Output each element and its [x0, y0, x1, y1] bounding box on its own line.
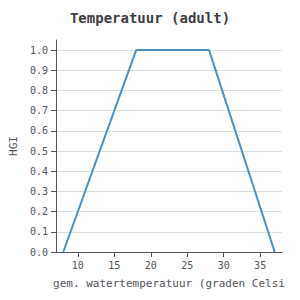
svg-text:15: 15 — [108, 260, 120, 271]
svg-text:HGI: HGI — [7, 136, 20, 156]
svg-text:0.0: 0.0 — [30, 247, 48, 258]
svg-text:30: 30 — [218, 260, 230, 271]
svg-text:35: 35 — [254, 260, 266, 271]
svg-text:0.4: 0.4 — [30, 166, 48, 177]
svg-text:0.3: 0.3 — [30, 186, 48, 197]
svg-text:Temperatuur (adult): Temperatuur (adult) — [70, 10, 230, 26]
svg-text:10: 10 — [72, 260, 84, 271]
svg-text:0.6: 0.6 — [30, 125, 48, 136]
svg-text:0.9: 0.9 — [30, 65, 48, 76]
svg-text:0.8: 0.8 — [30, 85, 48, 96]
svg-text:0.2: 0.2 — [30, 206, 48, 217]
svg-text:0.1: 0.1 — [30, 226, 48, 237]
svg-text:gem. watertemperatuur (graden: gem. watertemperatuur (graden Celsi — [53, 277, 285, 290]
svg-text:20: 20 — [145, 260, 157, 271]
svg-text:1.0: 1.0 — [30, 45, 48, 56]
svg-text:0.7: 0.7 — [30, 105, 48, 116]
svg-text:25: 25 — [181, 260, 193, 271]
svg-text:0.5: 0.5 — [30, 146, 48, 157]
